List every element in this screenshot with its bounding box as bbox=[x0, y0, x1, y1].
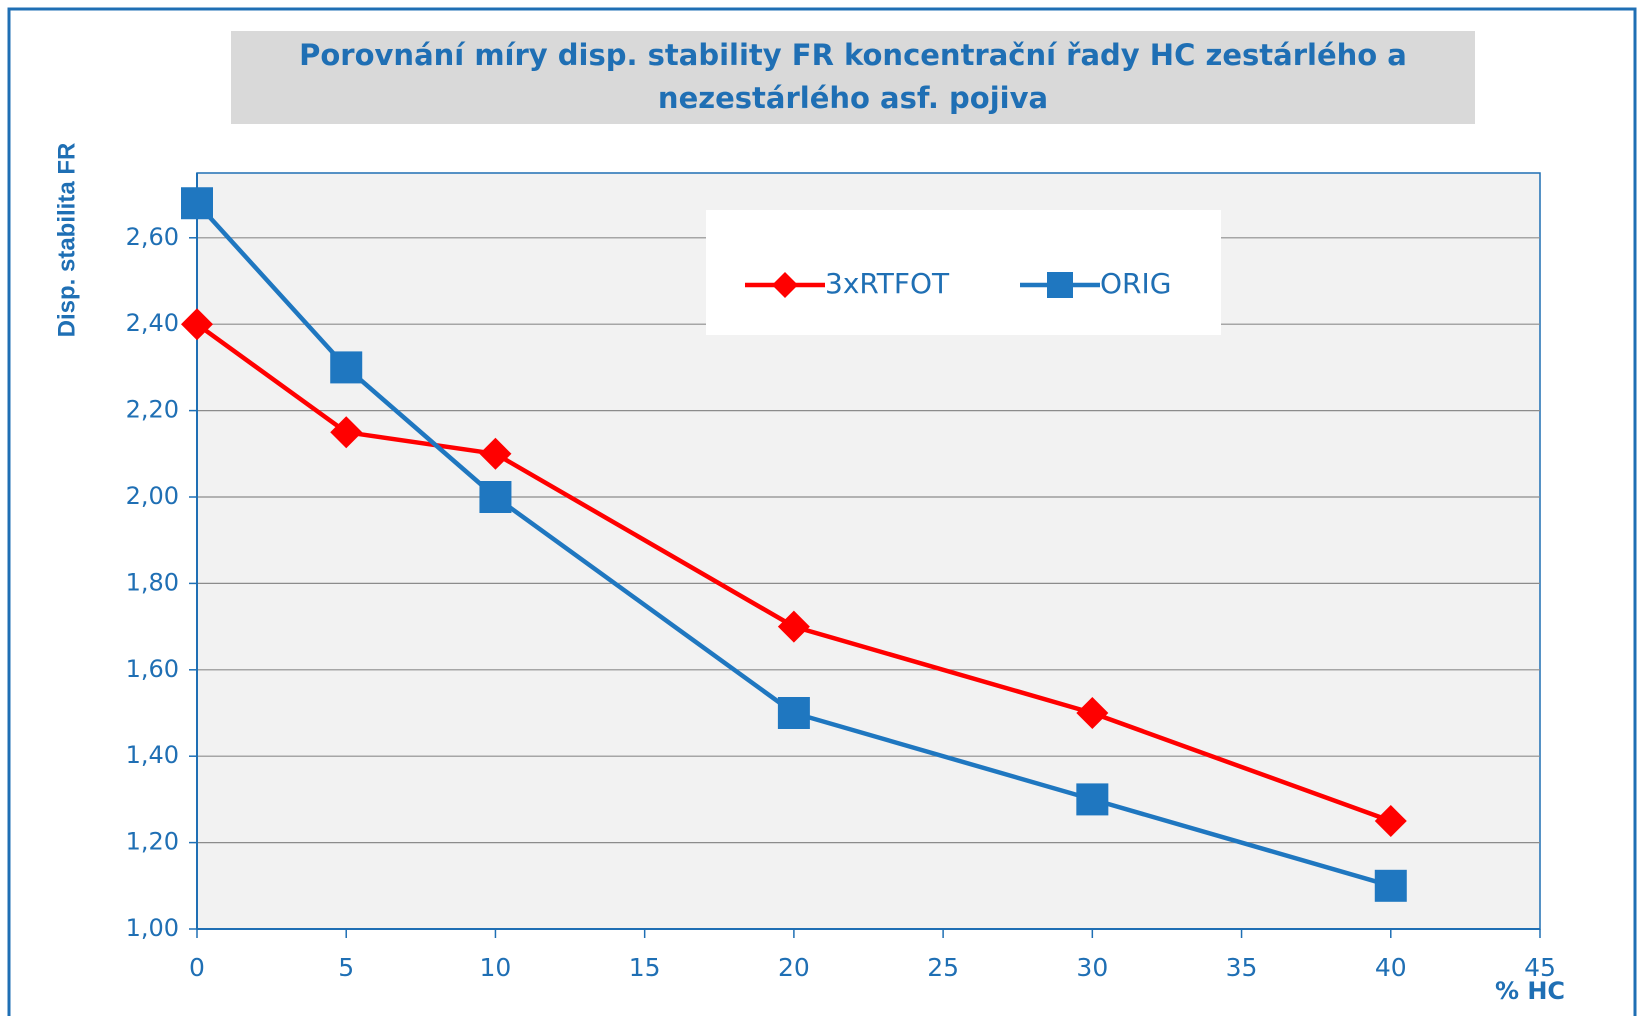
legend-marker bbox=[772, 272, 798, 298]
x-axis-label: % HC bbox=[1495, 977, 1565, 1005]
marker bbox=[479, 437, 512, 470]
marker bbox=[1076, 697, 1109, 729]
x-tick-label: 15 bbox=[629, 953, 661, 982]
x-tick-label: 10 bbox=[480, 953, 512, 982]
marker bbox=[777, 610, 810, 643]
marker bbox=[330, 351, 363, 384]
title-box bbox=[231, 31, 1475, 124]
marker bbox=[1374, 869, 1407, 902]
frame bbox=[7, 7, 1637, 1016]
x-tick-label: 20 bbox=[778, 953, 810, 982]
x-tick-label: 45 bbox=[1524, 953, 1556, 982]
y-tick-label: 2,40 bbox=[126, 309, 179, 337]
legend-marker bbox=[1047, 272, 1073, 298]
y-tick-label: 1,00 bbox=[126, 914, 179, 942]
y-tick-label: 2,00 bbox=[126, 482, 179, 510]
chart-title: nezestárlého asf. pojiva bbox=[658, 81, 1048, 115]
marker bbox=[777, 697, 810, 729]
y-tick-label: 2,20 bbox=[126, 396, 179, 424]
y-tick-label: 1,20 bbox=[126, 828, 179, 856]
y-axis-label: Disp. stabilita FR bbox=[53, 143, 80, 338]
x-tick-label: 35 bbox=[1226, 953, 1258, 982]
x-tick-label: 40 bbox=[1375, 953, 1407, 982]
legend-box bbox=[706, 210, 1221, 335]
series-line bbox=[195, 201, 1392, 888]
legend-label: ORIG bbox=[1100, 267, 1171, 300]
y-tick-label: 2,60 bbox=[126, 223, 179, 251]
y-tick-label: 1,60 bbox=[126, 655, 179, 683]
chart-title: Porovnání míry disp. stability FR koncen… bbox=[299, 38, 1407, 72]
marker bbox=[181, 187, 213, 220]
x-tick-label: 0 bbox=[189, 953, 205, 982]
marker bbox=[1076, 783, 1109, 816]
x-tick-label: 30 bbox=[1076, 953, 1108, 982]
marker bbox=[479, 481, 512, 513]
marker bbox=[1374, 805, 1407, 837]
marker bbox=[181, 308, 213, 341]
x-tick-label: 25 bbox=[927, 953, 959, 982]
y-tick-label: 1,40 bbox=[126, 741, 179, 769]
series-line bbox=[195, 322, 1392, 824]
y-tick-label: 1,80 bbox=[126, 568, 179, 596]
legend-label: 3xRTFOT bbox=[825, 267, 950, 300]
marker bbox=[330, 416, 363, 449]
x-tick-label: 5 bbox=[338, 953, 354, 982]
